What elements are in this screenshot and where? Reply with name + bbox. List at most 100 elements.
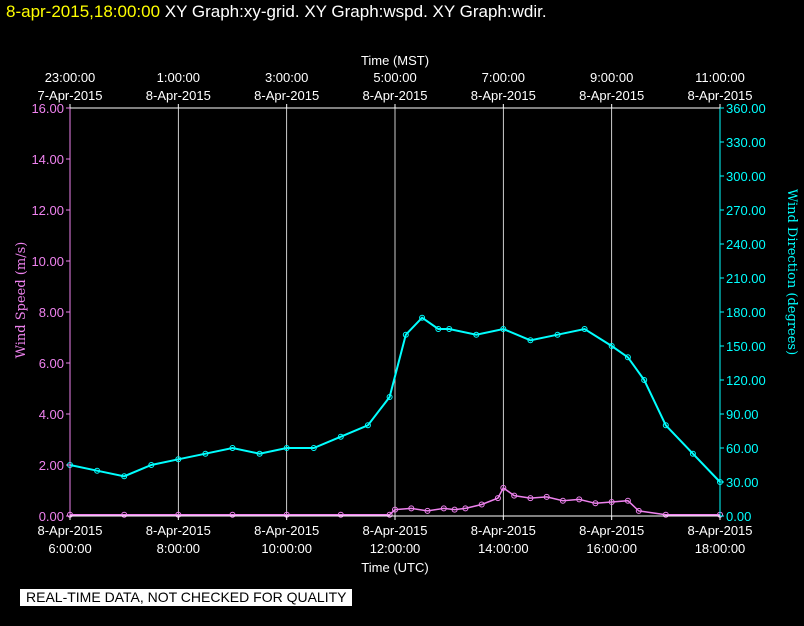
bottom-tick-time: 14:00:00	[478, 541, 529, 556]
right-tick-label: 360.00	[726, 101, 766, 116]
bottom-tick-time: 8:00:00	[157, 541, 200, 556]
bottom-tick-time: 6:00:00	[48, 541, 91, 556]
data-point	[462, 505, 469, 512]
top-tick-time: 7:00:00	[482, 70, 525, 85]
data-marks	[67, 314, 723, 518]
data-point	[175, 456, 182, 463]
left-tick-label: 2.00	[39, 458, 64, 473]
data-point	[364, 422, 371, 429]
series-line	[69, 316, 721, 483]
bottom-tick-date: 8-Apr-2015	[471, 523, 536, 538]
right-tick-label: 30.00	[726, 475, 759, 490]
bottom-tick-time: 12:00:00	[370, 541, 421, 556]
data-point	[581, 326, 588, 332]
data-point	[256, 450, 263, 457]
series-wind-direction	[67, 314, 723, 485]
bottom-tick-time: 10:00:00	[261, 541, 312, 556]
axis-labels: 8-Apr-2015 6:00:00 8-Apr-2015 8:00:00 8-Apr-…	[31, 70, 765, 556]
left-tick-label: 6.00	[39, 356, 64, 371]
top-tick-time: 11:00:00	[695, 70, 745, 85]
data-point	[662, 511, 669, 518]
bottom-tick-date: 8-Apr-2015	[254, 523, 319, 538]
data-point	[148, 462, 155, 468]
right-tick-label: 300.00	[726, 169, 766, 184]
data-point	[402, 331, 409, 338]
data-point	[576, 496, 583, 503]
data-point	[446, 326, 453, 332]
left-tick-label: 8.00	[39, 305, 64, 320]
top-tick-date: 8-Apr-2015	[579, 88, 644, 103]
data-point	[283, 445, 290, 451]
left-tick-label: 14.00	[31, 152, 64, 167]
data-point	[229, 511, 236, 518]
bottom-axis-title: Time (UTC)	[361, 560, 428, 575]
data-point	[392, 506, 398, 513]
series-line	[70, 486, 720, 516]
bottom-tick-date: 8-Apr-2015	[687, 523, 752, 538]
series-wind-speed	[67, 484, 723, 518]
top-tick-date: 8-Apr-2015	[254, 88, 319, 103]
bottom-tick-date: 8-Apr-2015	[146, 523, 211, 538]
data-point	[500, 484, 507, 491]
data-point	[554, 331, 561, 338]
data-point	[527, 495, 534, 502]
data-point	[310, 445, 317, 451]
right-axis-title: Wind Direction (degrees)	[784, 189, 799, 355]
left-tick-label: 4.00	[39, 407, 64, 422]
data-point	[624, 354, 631, 361]
top-tick-date: 8-Apr-2015	[471, 88, 536, 103]
right-tick-label: 330.00	[726, 135, 766, 150]
bottom-tick-date: 8-Apr-2015	[37, 523, 102, 538]
bottom-tick-date: 8-Apr-2015	[362, 523, 427, 538]
top-tick-date: 8-Apr-2015	[146, 88, 211, 103]
data-point	[121, 511, 128, 518]
left-axis-title: Wind Speed (m/s)	[14, 242, 29, 359]
left-tick-label: 12.00	[31, 203, 64, 218]
graph-title-xy-grid: XY Graph:xy-grid.	[164, 2, 300, 21]
data-point	[478, 501, 485, 508]
graph-title-wspd: XY Graph:wspd.	[304, 2, 428, 21]
bottom-tick-time: 16:00:00	[586, 541, 637, 556]
data-point	[527, 337, 534, 344]
right-tick-label: 210.00	[726, 271, 766, 286]
data-point	[592, 500, 599, 507]
top-axis-title: Time (MST)	[361, 53, 429, 68]
top-tick-time: 23:00:00	[45, 70, 96, 85]
data-point	[624, 497, 631, 504]
left-tick-label: 0.00	[39, 509, 64, 524]
data-point	[543, 493, 550, 500]
data-point	[419, 314, 426, 321]
bottom-tick-time: 18:00:00	[695, 541, 746, 556]
data-point	[424, 507, 431, 514]
data-point	[500, 326, 507, 332]
top-tick-date: 8-Apr-2015	[362, 88, 427, 103]
right-tick-label: 180.00	[726, 305, 766, 320]
data-point	[337, 511, 344, 518]
top-tick-time: 9:00:00	[590, 70, 633, 85]
graph-title-wdir: XY Graph:wdir.	[432, 2, 547, 21]
top-tick-time: 1:00:00	[157, 70, 200, 85]
top-tick-time: 3:00:00	[265, 70, 308, 85]
right-tick-label: 90.00	[726, 407, 759, 422]
right-tick-label: 150.00	[726, 339, 766, 354]
data-point	[440, 505, 447, 512]
grid-lines	[177, 108, 613, 516]
data-point	[662, 422, 669, 429]
right-tick-label: 0.00	[726, 509, 751, 524]
data-point	[121, 473, 128, 480]
right-tick-label: 60.00	[726, 441, 759, 456]
quality-disclaimer: REAL-TIME DATA, NOT CHECKED FOR QUALITY	[20, 589, 353, 606]
data-point	[473, 331, 480, 338]
data-point	[337, 433, 344, 440]
left-tick-label: 16.00	[31, 101, 64, 116]
data-point	[635, 507, 642, 514]
right-tick-label: 120.00	[726, 373, 766, 388]
data-point	[435, 326, 442, 332]
top-tick-date: 8-Apr-2015	[687, 88, 752, 103]
top-tick-time: 5:00:00	[373, 70, 416, 85]
data-point	[494, 495, 501, 502]
data-point	[608, 499, 615, 505]
data-point	[689, 450, 696, 457]
data-point	[386, 394, 393, 400]
